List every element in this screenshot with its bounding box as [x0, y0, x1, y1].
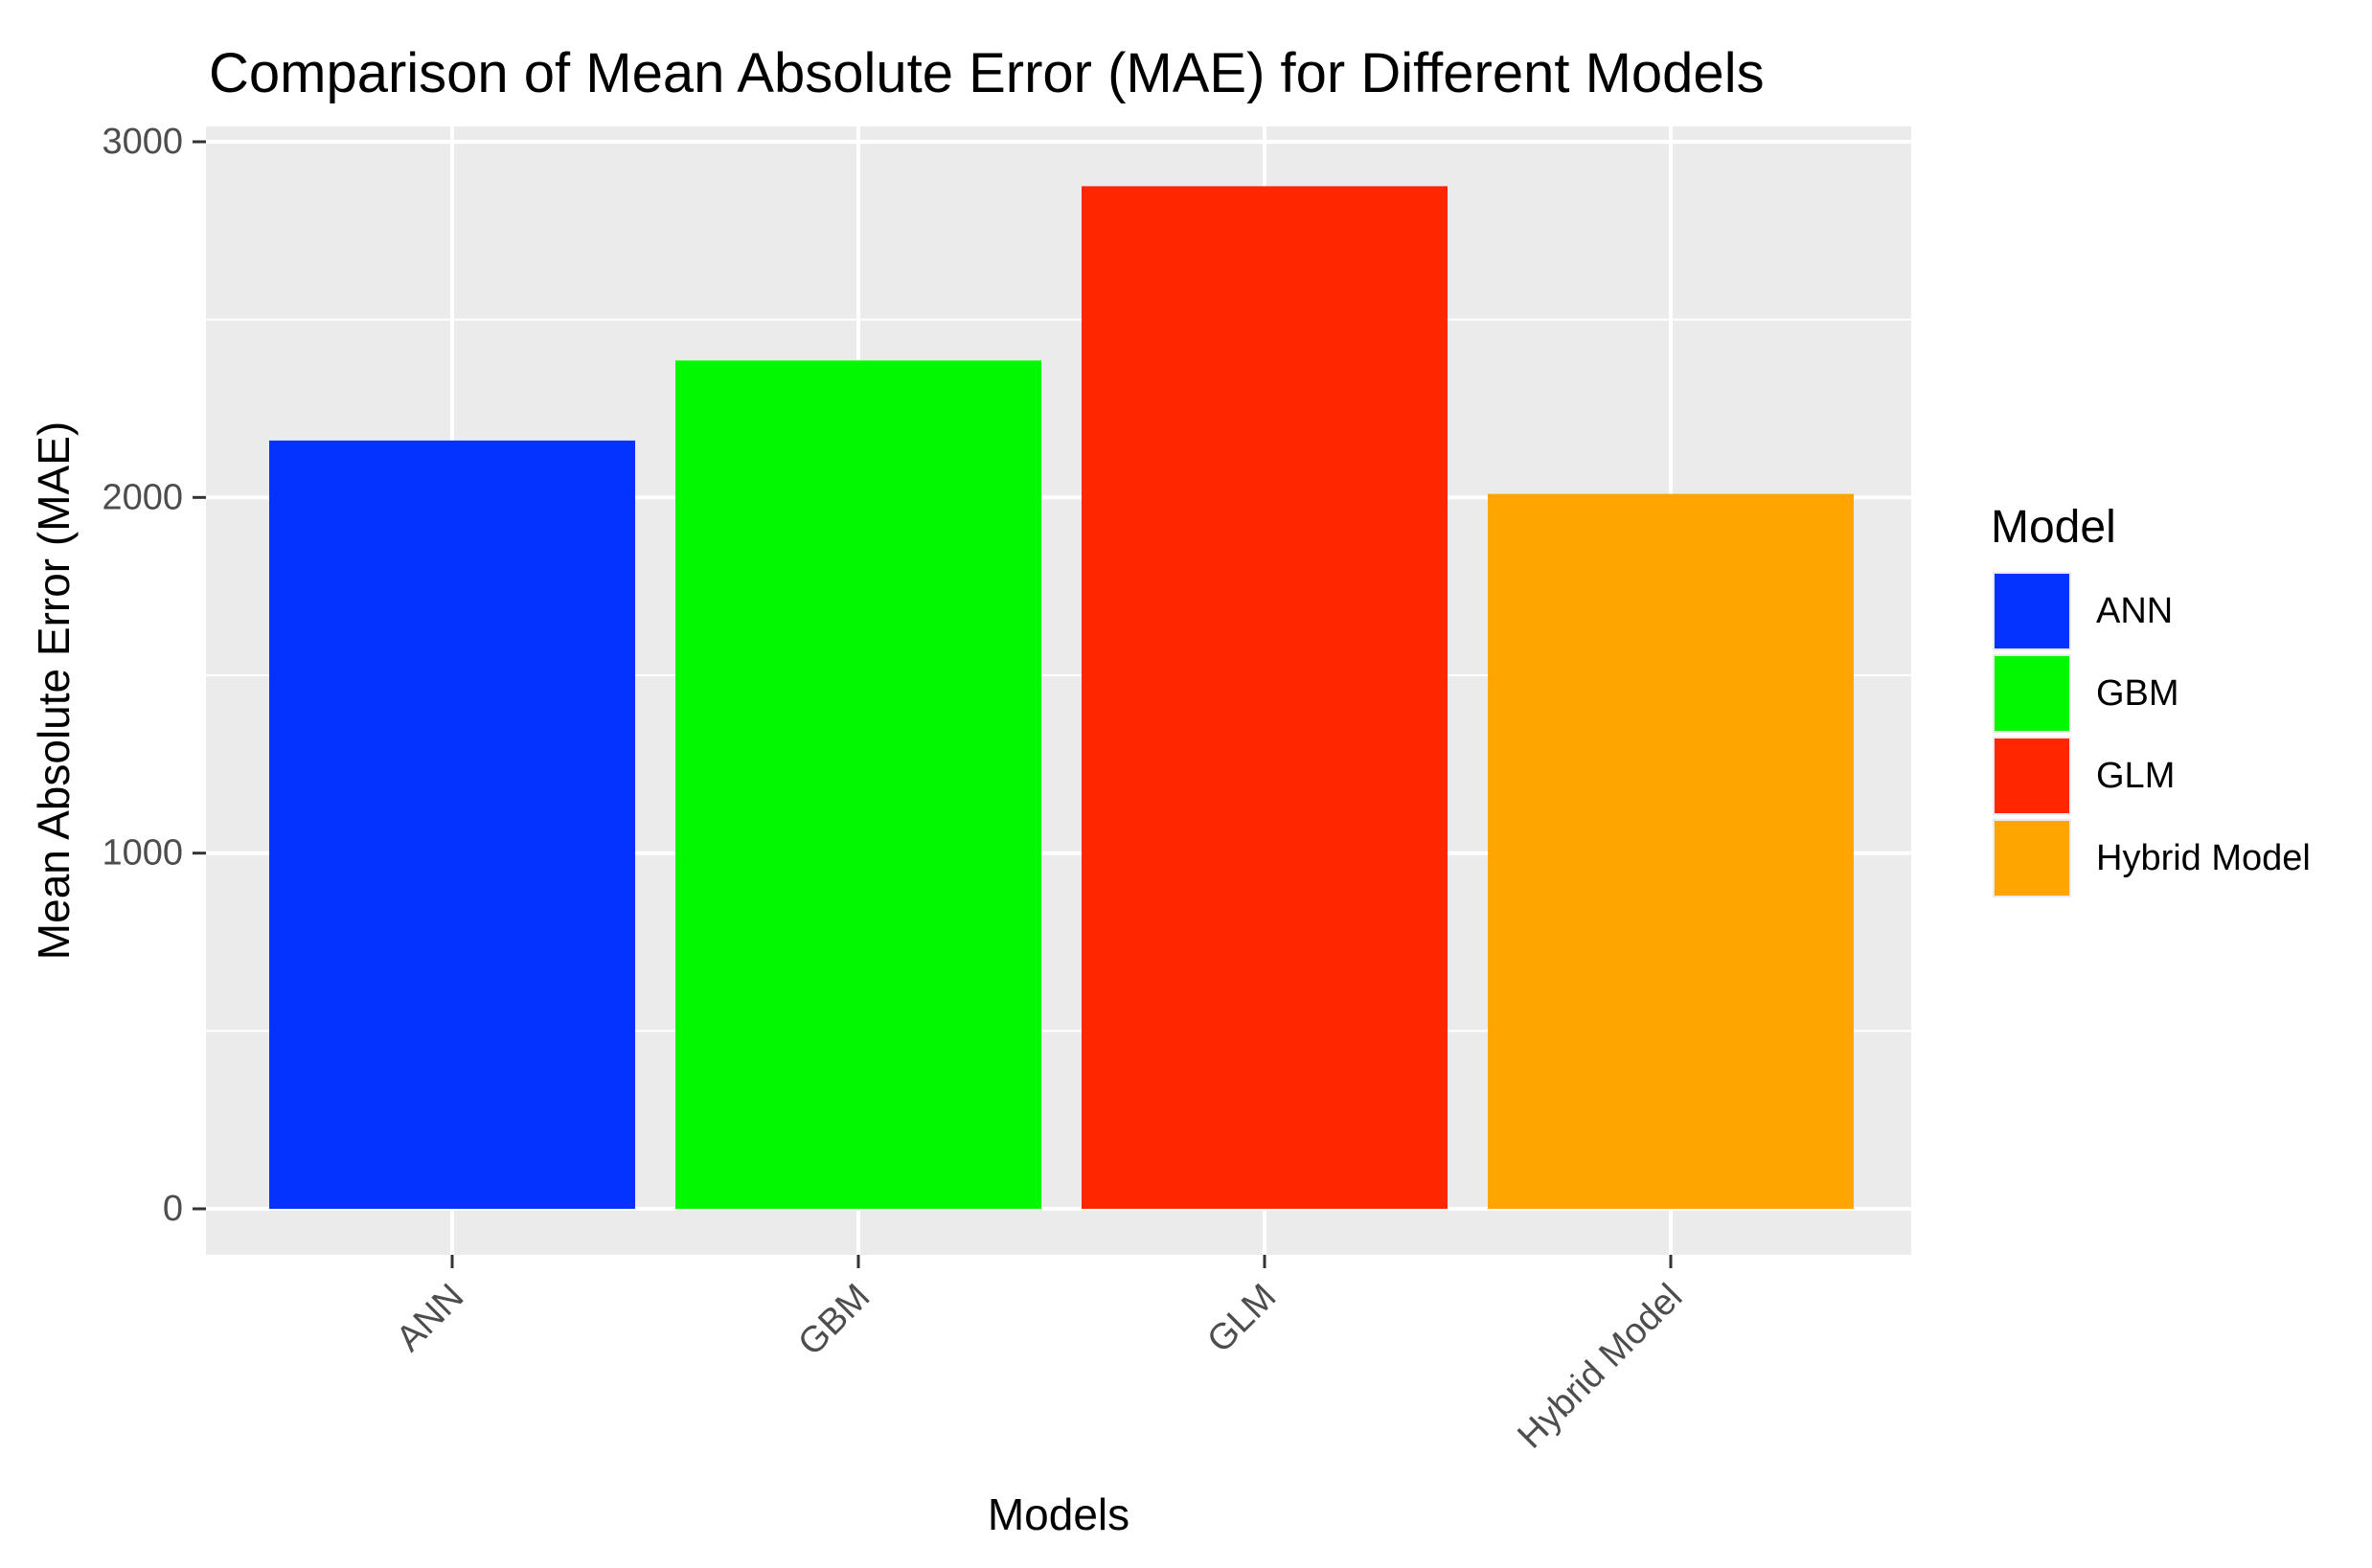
- legend-label: Hybrid Model: [2096, 838, 2311, 878]
- legend-swatch: [1995, 739, 2069, 813]
- bars: [269, 186, 1854, 1210]
- y-tick-label: 3000: [102, 122, 183, 162]
- y-tick-label: 2000: [102, 477, 183, 517]
- bar-hybrid-model: [1488, 493, 1854, 1209]
- bar-gbm: [675, 360, 1041, 1209]
- legend-items: ANN GBM GLM Hybrid Model: [1993, 572, 2311, 898]
- x-axis-title: Models: [988, 1489, 1129, 1539]
- x-tick-label: ANN: [389, 1277, 471, 1359]
- x-tick-label: GBM: [790, 1277, 878, 1364]
- legend: Model ANN GBM GLM Hybrid Model: [1991, 502, 2311, 898]
- x-tick-label: Hybrid Model: [1510, 1277, 1690, 1457]
- y-tick-label: 1000: [102, 833, 183, 874]
- legend-swatch: [1995, 656, 2069, 731]
- chart-title: Comparison of Mean Absolute Error (MAE) …: [209, 42, 1765, 104]
- bar-glm: [1082, 186, 1448, 1210]
- legend-title: Model: [1991, 502, 2116, 553]
- legend-label: GBM: [2096, 673, 2179, 714]
- legend-swatch: [1995, 574, 2069, 648]
- bar-ann: [269, 440, 635, 1209]
- y-axis-title: Mean Absolute Error (MAE): [29, 421, 79, 960]
- y-axis: 0 1000 2000 3000: [102, 122, 206, 1229]
- legend-label: GLM: [2096, 756, 2175, 796]
- legend-label: ANN: [2096, 591, 2173, 631]
- legend-swatch: [1995, 821, 2069, 896]
- x-axis: ANN GBM GLM Hybrid Model: [389, 1255, 1690, 1457]
- y-tick-label: 0: [163, 1189, 183, 1229]
- x-tick-label: GLM: [1199, 1277, 1284, 1361]
